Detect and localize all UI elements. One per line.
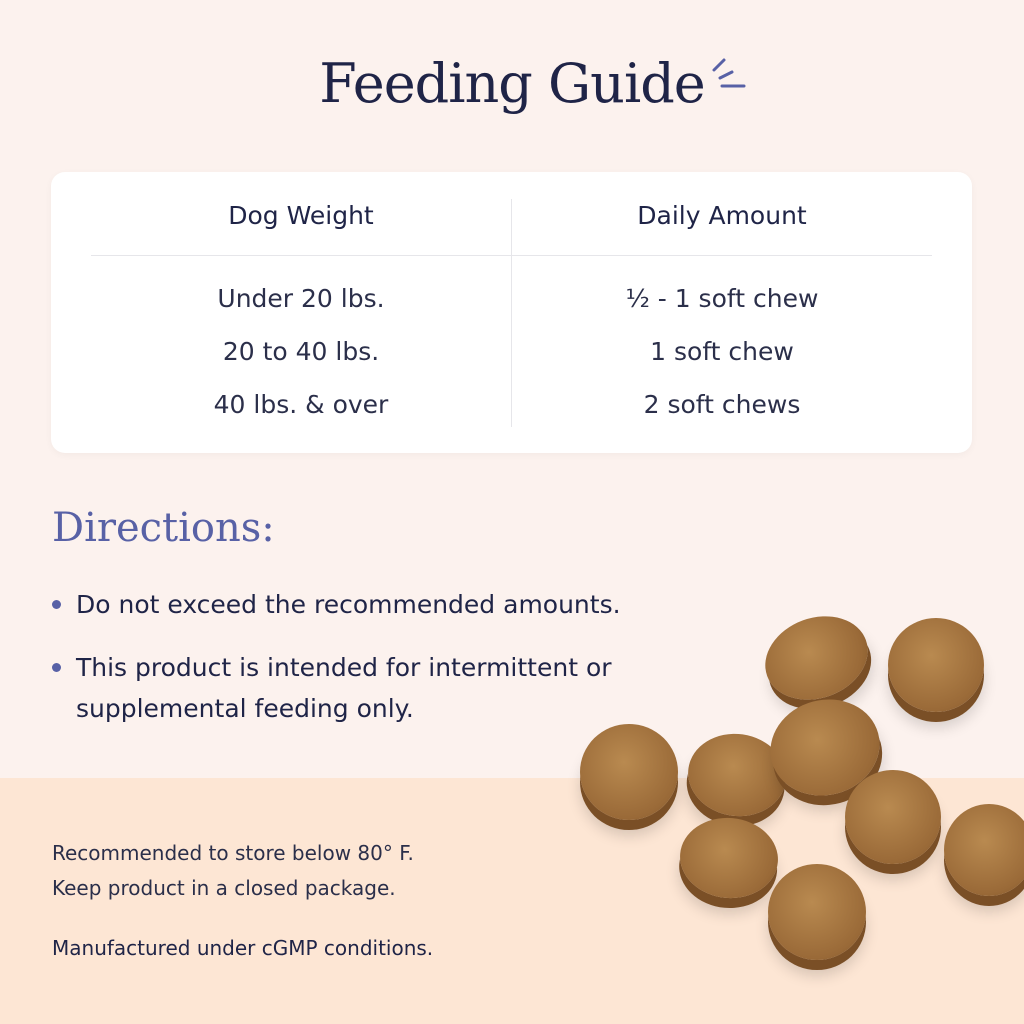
direction-item: Do not exceed the recommended amounts. <box>52 584 636 625</box>
soft-chew <box>888 618 984 712</box>
directions-heading: Directions: <box>52 505 275 551</box>
header-daily-amount: Daily Amount <box>637 201 807 230</box>
weight-cell: Under 20 lbs. <box>217 284 385 313</box>
soft-chew <box>768 864 866 960</box>
directions-list: Do not exceed the recommended amounts. T… <box>52 584 636 751</box>
feeding-table: Dog Weight Under 20 lbs. 20 to 40 lbs. 4… <box>51 172 972 453</box>
direction-text: This product is intended for intermitten… <box>76 653 612 723</box>
bullet-icon <box>52 663 61 672</box>
amount-cell: 2 soft chews <box>643 390 801 419</box>
direction-text: Do not exceed the recommended amounts. <box>76 590 621 619</box>
soft-chew <box>944 804 1024 896</box>
header-dog-weight: Dog Weight <box>228 201 374 230</box>
storage-info: Recommended to store below 80° F. Keep p… <box>52 836 414 906</box>
weight-cell: 20 to 40 lbs. <box>222 337 380 366</box>
sparkle-icon <box>712 58 746 88</box>
weight-cell: 40 lbs. & over <box>213 390 389 419</box>
direction-item: This product is intended for intermitten… <box>52 647 636 729</box>
column-dog-weight: Dog Weight Under 20 lbs. 20 to 40 lbs. 4… <box>91 172 511 419</box>
soft-chew <box>580 724 678 820</box>
soft-chew <box>753 602 880 714</box>
bullet-icon <box>52 600 61 609</box>
manufacturing-note: Manufactured under cGMP conditions. <box>52 936 434 960</box>
storage-line: Keep product in a closed package. <box>52 876 396 900</box>
amount-cell: 1 soft chew <box>650 337 794 366</box>
column-daily-amount: Daily Amount ½ - 1 soft chew 1 soft chew… <box>512 172 932 419</box>
storage-line: Recommended to store below 80° F. <box>52 841 414 865</box>
column-divider <box>511 199 512 427</box>
page-title: Feeding Guide <box>319 52 706 115</box>
soft-chew <box>845 770 941 864</box>
amount-cell: ½ - 1 soft chew <box>625 284 819 313</box>
